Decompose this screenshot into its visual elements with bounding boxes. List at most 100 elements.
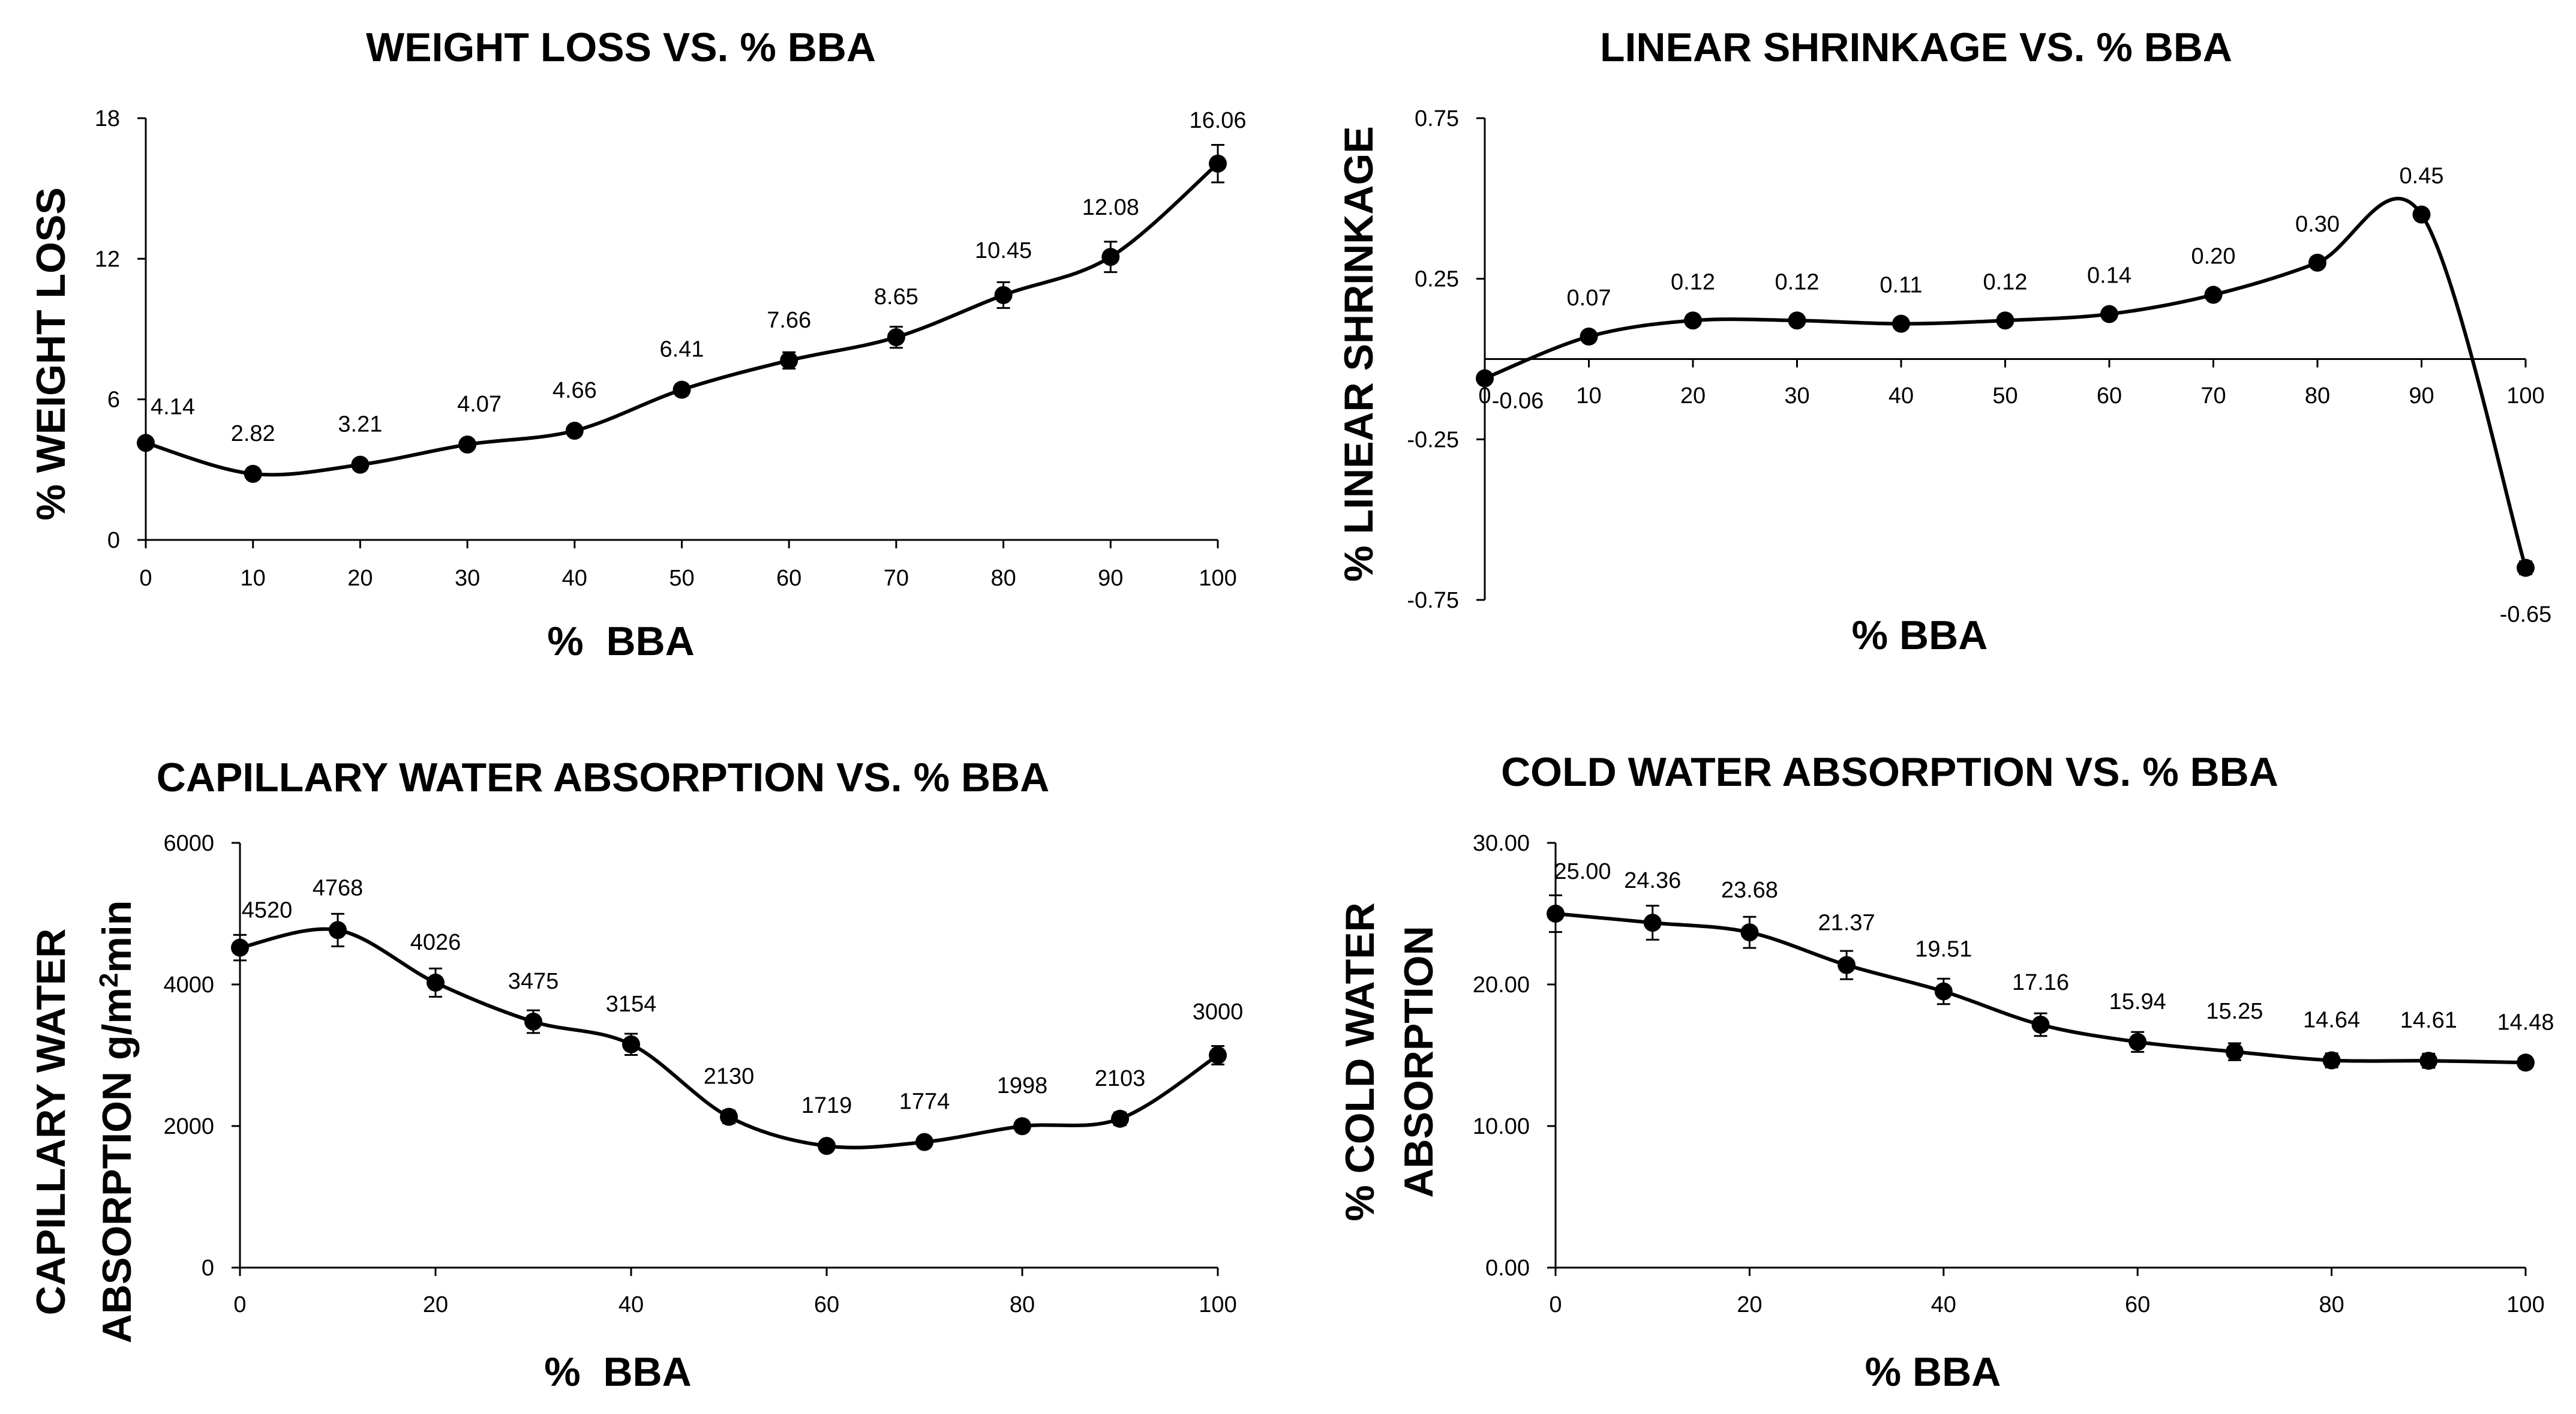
data-label: 4520 [242,898,293,923]
data-point [2100,305,2118,323]
data-label: 16.06 [1189,108,1246,133]
data-label: 12.08 [1082,195,1139,220]
data-point [1996,311,2014,330]
data-point [137,434,155,452]
x-tick-label: 10 [241,566,266,591]
x-tick-label: 100 [2506,383,2544,409]
x-tick-label: 100 [1199,566,1236,591]
data-label: 14.64 [2303,1007,2360,1032]
data-label: 25.00 [1554,859,1611,884]
data-label: 6.41 [660,337,704,362]
data-point [244,464,262,483]
x-tick-label: 70 [884,566,909,591]
data-point [887,328,905,347]
data-point [915,1133,933,1151]
x-tick-label: 50 [669,566,694,591]
x-tick-label: 60 [776,566,801,591]
data-point [1101,248,1120,266]
data-label: 1774 [899,1089,950,1115]
chart-title: COLD WATER ABSORPTION VS. % BBA [1501,749,2278,795]
data-label: 17.16 [2012,970,2069,995]
x-tick-label: 0 [1478,383,1491,409]
data-label: 24.36 [1624,868,1681,893]
data-label: 4.14 [151,394,195,419]
data-label: 0.20 [2191,244,2236,269]
series-line [1484,197,2527,569]
data-point [1209,1046,1227,1064]
data-label: 23.68 [1721,878,1778,903]
chart-title: CAPILLARY WATER ABSORPTION VS. % BBA [157,755,1050,800]
y-tick-label: -0.25 [1407,427,1459,452]
chart-cold-water-absorption: COLD WATER ABSORPTION VS. % BBA % BBA % … [1337,749,2554,1395]
data-label: 0.11 [1880,273,1922,298]
data-label: -0.06 [1492,389,1544,414]
y-tick-label: 18 [95,106,120,131]
data-point [1209,154,1227,173]
data-point [2412,205,2431,224]
x-tick-label: 40 [1931,1292,1956,1317]
x-tick-label: 70 [2200,383,2226,409]
y-axis-title-line-2: ABSORPTION g/m2min [94,900,140,1344]
x-tick-label: 100 [1199,1292,1236,1317]
data-label: 1719 [801,1093,852,1118]
chart-linear-shrinkage: LINEAR SHRINKAGE VS. % BBA % BBA % LINEA… [1336,25,2551,658]
data-label: 0.14 [2087,263,2131,289]
data-label: 0.12 [1983,269,2028,295]
y-tick-label: 6000 [163,831,214,856]
x-tick-label: 80 [2319,1292,2344,1317]
data-label: 0.12 [1775,269,1820,295]
x-tick-label: 20 [1680,383,1706,409]
data-label: 14.48 [2497,1010,2554,1035]
data-label: 3475 [508,969,559,994]
data-point [1476,369,1494,388]
data-label: 3154 [606,992,657,1017]
chart-weight-loss: WEIGHT LOSS VS. % BBA % BBA % WEIGHT LOS… [28,25,1247,664]
data-label: 15.94 [2109,989,2166,1014]
y-tick-label: -0.75 [1407,588,1459,613]
data-point [1013,1117,1031,1136]
data-point [818,1137,836,1155]
data-point [2225,1043,2244,1061]
x-tick-label: 30 [1784,383,1809,409]
y-tick-label: 4000 [163,972,214,998]
data-point [565,422,584,440]
data-point [1643,914,1662,932]
data-point [2419,1052,2438,1070]
data-point [622,1035,640,1053]
data-point [780,351,798,370]
data-point [1838,956,1856,974]
data-point [1111,1109,1129,1128]
data-label: 2.82 [231,421,275,446]
data-label: 21.37 [1818,911,1875,936]
data-label: 0.45 [2400,164,2444,189]
data-label: 7.66 [767,308,811,333]
x-tick-label: 50 [1992,383,2017,409]
data-point [2031,1016,2050,1034]
data-label: 14.61 [2400,1008,2457,1033]
data-point [2204,286,2223,304]
x-tick-label: 80 [990,566,1016,591]
x-tick-label: 0 [1549,1292,1562,1317]
data-label: 1998 [997,1073,1048,1098]
x-tick-label: 40 [619,1292,644,1317]
data-point [1740,923,1759,942]
data-point [458,436,477,454]
chart-title: WEIGHT LOSS VS. % BBA [366,25,876,70]
data-point [994,286,1013,304]
y-tick-label: 0 [107,528,120,553]
data-point [2308,253,2326,272]
x-tick-label: 60 [2125,1292,2150,1317]
y-axis-title: % LINEAR SHRINKAGE [1336,126,1382,581]
data-point [329,921,347,939]
x-axis-title: % BBA [547,619,695,664]
x-tick-label: 40 [1889,383,1914,409]
series-line [145,162,1219,477]
y-axis-title-line-1: CAPILLARY WATER [28,929,74,1316]
x-axis-title: % BBA [1865,1349,2001,1395]
x-axis-title: % BBA [1852,613,1988,658]
data-point [672,380,691,399]
y-tick-label: 20.00 [1473,972,1530,998]
y-tick-label: 0.25 [1415,267,1459,292]
data-point [351,455,370,474]
data-point [2517,559,2535,577]
